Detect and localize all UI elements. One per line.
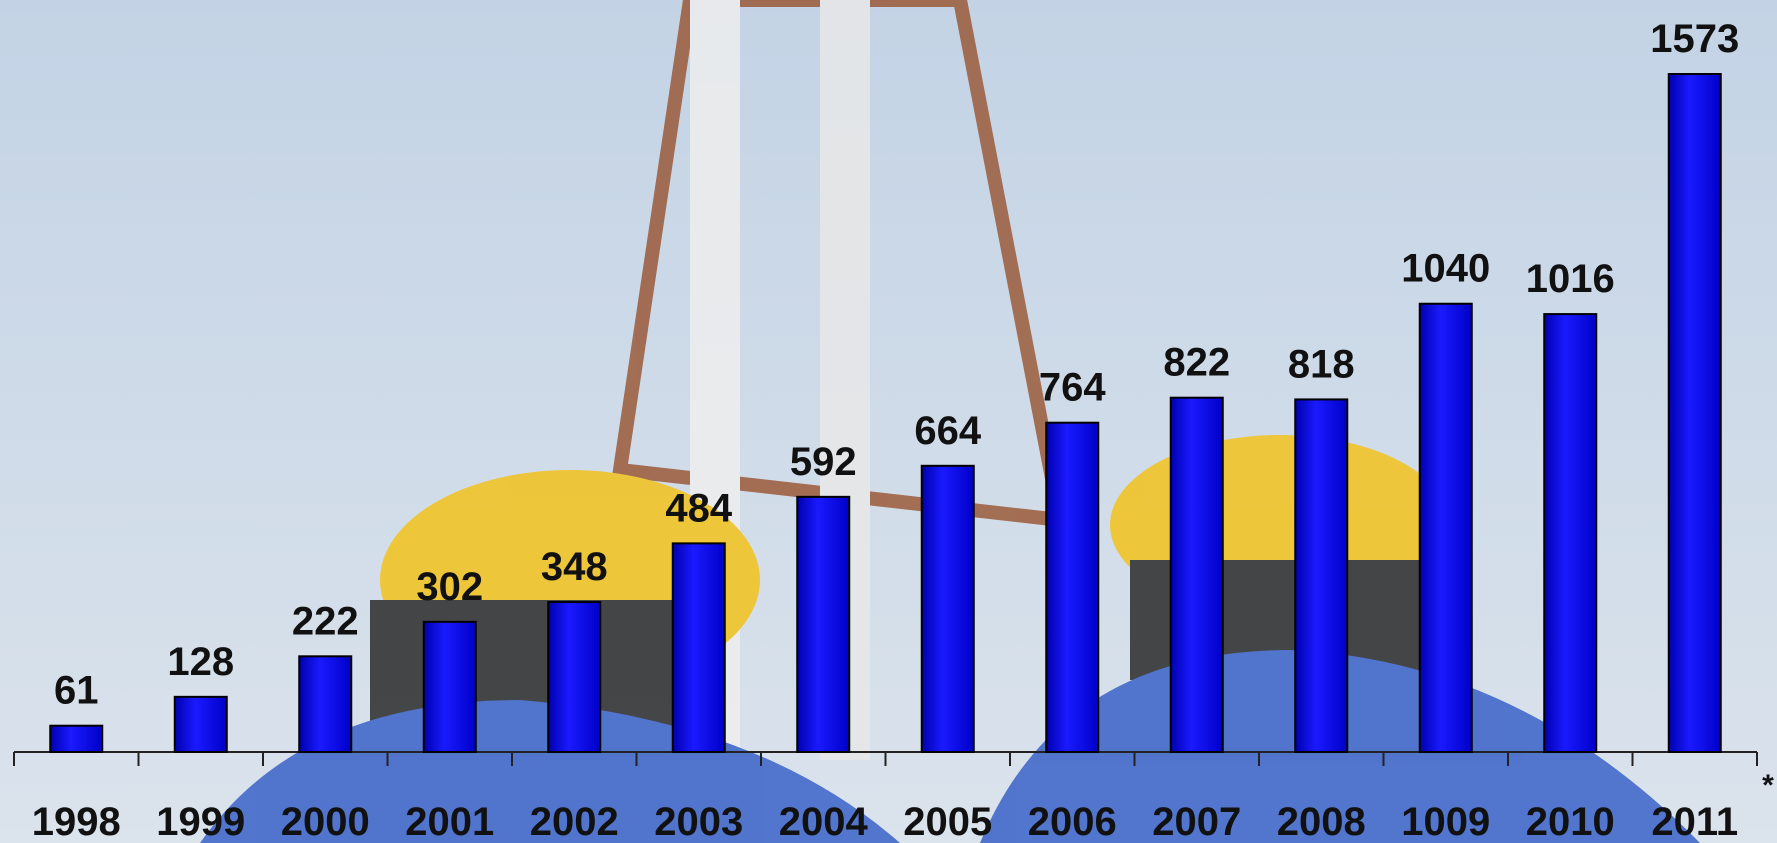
value-label: 1573 — [1650, 17, 1739, 61]
x-tick-label: 2000 — [281, 800, 370, 843]
value-label: 348 — [541, 545, 608, 589]
bar — [298, 655, 353, 754]
bar — [1418, 302, 1473, 753]
bar — [1169, 396, 1224, 753]
x-tick-label: 2011 — [1651, 800, 1738, 843]
bar — [49, 724, 104, 754]
x-tick-label: 2002 — [530, 800, 619, 843]
value-label: 61 — [54, 669, 99, 713]
x-tick-label: 2003 — [654, 800, 743, 843]
bar — [796, 495, 851, 753]
value-label: 664 — [914, 409, 981, 453]
x-tick-label: 2005 — [903, 800, 992, 843]
bar — [671, 542, 726, 754]
bar — [920, 464, 975, 753]
bar — [173, 695, 228, 753]
footnote-mark: * — [1762, 769, 1774, 802]
value-label: 822 — [1163, 341, 1230, 385]
value-label: 818 — [1288, 342, 1355, 386]
x-tick-label: 2001 — [405, 800, 494, 843]
x-tick-label: 2004 — [779, 800, 869, 843]
bar — [1045, 421, 1100, 753]
bar — [422, 620, 477, 753]
x-tick-label: 1999 — [156, 800, 245, 843]
x-tick-label: 1009 — [1401, 800, 1490, 843]
value-label: 592 — [790, 440, 857, 484]
x-tick-label: 2010 — [1526, 800, 1615, 843]
value-label: 1040 — [1401, 247, 1490, 291]
value-label: 128 — [167, 640, 234, 684]
value-label: 222 — [292, 599, 359, 643]
x-tick-label: 2008 — [1277, 800, 1366, 843]
x-tick-label: 1998 — [32, 800, 121, 843]
x-tick-label: 2006 — [1028, 800, 1117, 843]
bar — [1543, 313, 1598, 753]
value-label: 1016 — [1526, 257, 1615, 301]
value-label: 484 — [665, 486, 732, 530]
value-label: 302 — [416, 565, 483, 609]
x-tick-label: 2007 — [1152, 800, 1241, 843]
value-label: 764 — [1039, 366, 1106, 410]
bar — [547, 601, 602, 753]
bar — [1294, 398, 1349, 753]
bar — [1667, 73, 1722, 753]
